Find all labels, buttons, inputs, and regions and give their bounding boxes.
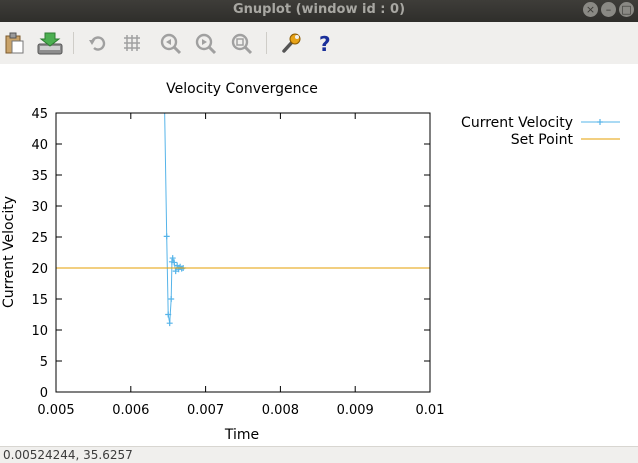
y-tick-label: 5 xyxy=(40,355,48,370)
close-window-button[interactable]: × xyxy=(583,2,598,17)
window-title: Gnuplot (window id : 0) xyxy=(232,2,406,17)
x-axis-label: Time xyxy=(224,427,259,443)
data-point xyxy=(169,255,176,262)
data-point xyxy=(161,98,167,104)
x-tick-label: 0.006 xyxy=(112,403,149,418)
legend-label: Set Point xyxy=(511,132,574,148)
y-tick-label: 25 xyxy=(31,231,48,246)
y-tick-label: 20 xyxy=(31,262,48,277)
data-point xyxy=(166,320,173,327)
data-point xyxy=(165,311,172,318)
zoom-next-icon[interactable] xyxy=(193,31,217,55)
series-current-velocity xyxy=(161,98,187,327)
svg-text:?: ? xyxy=(319,32,331,55)
autoscale-icon[interactable] xyxy=(229,31,253,55)
replot-icon[interactable] xyxy=(86,31,110,55)
x-tick-label: 0.01 xyxy=(416,403,445,418)
chart-title: Velocity Convergence xyxy=(166,81,318,97)
y-tick-label: 40 xyxy=(31,138,48,153)
status-bar: 0.00524244, 35.6257 xyxy=(0,446,638,463)
data-point xyxy=(171,259,178,266)
x-tick-label: 0.007 xyxy=(187,403,224,418)
x-tick-label: 0.008 xyxy=(262,403,299,418)
minimize-window-button[interactable]: – xyxy=(601,2,616,17)
data-point xyxy=(163,233,170,240)
toolbar: ? xyxy=(0,22,638,65)
zoom-previous-icon[interactable] xyxy=(158,31,182,55)
y-tick-label: 15 xyxy=(31,293,48,308)
export-icon[interactable] xyxy=(37,31,63,55)
velocity-chart[interactable]: Velocity Convergence Time Current Veloci… xyxy=(0,64,638,446)
legend-marker xyxy=(597,119,603,125)
y-tick-label: 0 xyxy=(40,386,48,401)
data-point xyxy=(168,296,175,302)
cursor-coordinates: 0.00524244, 35.6257 xyxy=(3,448,133,462)
plot-border xyxy=(55,112,431,393)
grid-icon[interactable] xyxy=(121,31,145,55)
y-tick-label: 30 xyxy=(31,200,48,215)
legend-label: Current Velocity xyxy=(461,115,573,131)
y-axis-label: Current Velocity xyxy=(1,196,17,308)
series-line xyxy=(164,113,184,324)
y-tick-label: 10 xyxy=(31,324,48,339)
help-icon[interactable]: ? xyxy=(314,31,338,56)
plot-area[interactable]: Velocity Convergence Time Current Veloci… xyxy=(0,64,638,446)
maximize-window-button[interactable]: □ xyxy=(619,2,634,17)
x-tick-label: 0.005 xyxy=(37,403,74,418)
x-tick-label: 0.009 xyxy=(337,403,374,418)
title-bar: Gnuplot (window id : 0) × – □ xyxy=(0,0,638,22)
settings-icon[interactable] xyxy=(279,31,303,55)
clipboard-icon[interactable] xyxy=(2,31,26,55)
y-tick-label: 35 xyxy=(31,169,48,184)
y-tick-label: 45 xyxy=(31,107,48,122)
